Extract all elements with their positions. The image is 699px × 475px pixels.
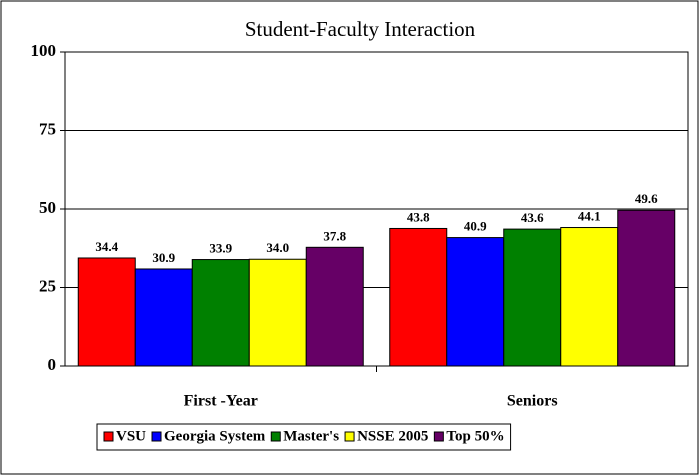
value-label: 34.4 bbox=[95, 239, 118, 254]
value-label: 49.6 bbox=[635, 191, 658, 206]
bar bbox=[389, 227, 448, 367]
chart-title: Student-Faculty Interaction bbox=[245, 17, 476, 41]
value-label: 37.8 bbox=[323, 228, 346, 243]
legend-box bbox=[96, 423, 512, 451]
value-label: 43.6 bbox=[521, 210, 544, 225]
bar bbox=[191, 259, 250, 367]
legend-label: VSU bbox=[116, 428, 146, 444]
value-label: 30.9 bbox=[152, 250, 175, 265]
bar bbox=[248, 258, 307, 367]
bar bbox=[305, 246, 364, 367]
legend-label: NSSE 2005 bbox=[357, 428, 428, 444]
y-tick-label: 75 bbox=[39, 119, 56, 138]
legend-swatch bbox=[103, 431, 114, 442]
value-label: 44.1 bbox=[578, 209, 601, 224]
legend-label: Georgia System bbox=[164, 428, 266, 444]
value-label: 40.9 bbox=[464, 219, 487, 234]
y-tick-label: 25 bbox=[39, 276, 56, 295]
bar bbox=[77, 257, 136, 367]
y-tick-label: 100 bbox=[31, 41, 57, 60]
legend-swatch bbox=[433, 431, 444, 442]
bar bbox=[134, 268, 193, 367]
legend-swatch bbox=[270, 431, 281, 442]
x-tick-label: First -Year bbox=[184, 393, 258, 410]
bar bbox=[560, 227, 619, 367]
value-label: 33.9 bbox=[209, 241, 232, 256]
y-tick-label: 50 bbox=[39, 198, 56, 217]
bar bbox=[503, 228, 562, 367]
x-tick-label: Seniors bbox=[507, 393, 558, 410]
value-label: 43.8 bbox=[407, 209, 430, 224]
bar bbox=[446, 237, 505, 367]
legend-swatch bbox=[151, 431, 162, 442]
bar bbox=[617, 209, 676, 367]
legend-swatch bbox=[344, 431, 355, 442]
legend-label: Master's bbox=[283, 428, 339, 444]
legend-label: Top 50% bbox=[446, 428, 504, 444]
y-tick-label: 0 bbox=[48, 355, 57, 374]
value-label: 34.0 bbox=[266, 240, 289, 255]
